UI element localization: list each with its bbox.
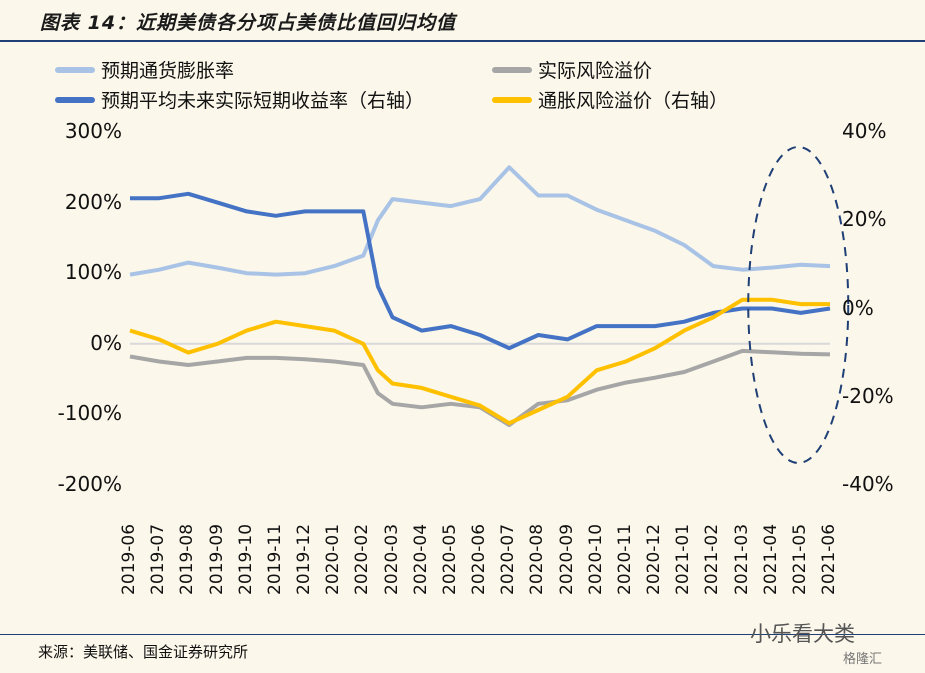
x-tick-label: 2021-02 xyxy=(702,523,723,595)
x-tick-label: 2020-12 xyxy=(644,523,664,595)
x-tick-label: 2019-06 xyxy=(119,523,139,595)
y-right-tick-label: 20% xyxy=(842,207,887,232)
x-tick-label: 2020-07 xyxy=(498,523,519,595)
x-tick-label: 2019-11 xyxy=(264,523,285,595)
legend-item-expected-inflation: 预期通货膨胀率 xyxy=(55,56,234,83)
legend-label: 预期平均未来实际短期收益率（右轴） xyxy=(101,90,425,112)
legend-item-inflation-risk-premium: 通胀风险溢价（右轴） xyxy=(492,86,728,113)
series-line-3 xyxy=(129,297,830,426)
x-tick-label: 2019-07 xyxy=(148,523,169,595)
legend-item-expected-real-short-rate: 预期平均未来实际短期收益率（右轴） xyxy=(55,86,424,113)
x-tick-label: 2020-04 xyxy=(410,523,431,595)
x-tick-label: 2021-05 xyxy=(789,523,810,595)
legend-swatch xyxy=(55,66,95,73)
watermark-logo-text: 格隆汇 xyxy=(843,652,883,667)
y-left-tick-label: 100% xyxy=(64,260,122,285)
watermark-text: 小乐看大类 xyxy=(750,622,855,646)
x-tick-label: 2020-08 xyxy=(527,523,548,595)
source-note: 来源：美联储、国金证券研究所 xyxy=(38,643,249,661)
series-line-1 xyxy=(129,348,831,427)
x-tick-label: 2020-05 xyxy=(439,523,460,595)
chart-title: 图表 14：近期美债各分项占美债比值回归均值 xyxy=(40,12,457,34)
title-bar xyxy=(0,6,925,42)
legend-swatch xyxy=(492,66,532,73)
x-tick-label: 2019-09 xyxy=(206,523,227,595)
y-left-tick-label: 0% xyxy=(90,330,122,355)
source-divider xyxy=(0,634,925,635)
x-tick-label: 2021-06 xyxy=(819,523,839,595)
x-tick-label: 2021-04 xyxy=(760,523,781,595)
y-right-tick-label: -20% xyxy=(842,383,894,408)
y-left-tick-label: -200% xyxy=(57,472,122,496)
x-tick-label: 2021-01 xyxy=(673,523,694,595)
x-tick-label: 2020-03 xyxy=(381,523,402,595)
y-left-tick-label: 300% xyxy=(64,119,122,143)
legend-label: 预期通货膨胀率 xyxy=(101,60,235,82)
legend-swatch xyxy=(55,96,95,103)
x-tick-label: 2019-12 xyxy=(294,523,314,595)
legend-swatch xyxy=(492,96,532,103)
x-tick-label: 2019-08 xyxy=(177,523,198,595)
legend-label: 实际风险溢价 xyxy=(538,60,653,82)
x-tick-label: 2020-09 xyxy=(556,523,577,595)
x-tick-label: 2020-01 xyxy=(323,523,344,595)
y-left-tick-label: -100% xyxy=(57,401,122,426)
y-right-tick-label: 0% xyxy=(842,295,874,320)
x-tick-label: 2020-11 xyxy=(614,523,635,595)
x-tick-label: 2020-06 xyxy=(469,523,489,595)
x-tick-label: 2020-02 xyxy=(352,523,373,595)
highlight-ellipse xyxy=(747,146,850,464)
y-left-tick-label: 200% xyxy=(64,189,122,214)
series-line-2 xyxy=(130,191,831,351)
y-right-tick-label: 40% xyxy=(842,119,887,143)
x-tick-label: 2021-03 xyxy=(731,523,752,595)
legend-item-real-risk-premium: 实际风险溢价 xyxy=(492,56,652,83)
x-tick-label: 2020-10 xyxy=(585,523,606,595)
legend-label: 通胀风险溢价（右轴） xyxy=(538,90,729,112)
y-right-tick-label: -40% xyxy=(842,472,894,496)
series-line-0 xyxy=(129,165,831,277)
x-tick-label: 2019-10 xyxy=(235,523,256,595)
